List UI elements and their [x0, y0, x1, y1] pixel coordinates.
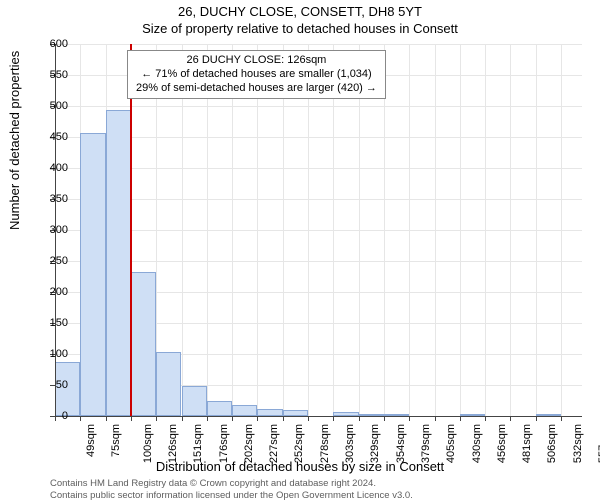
x-tick-label: 329sqm [369, 424, 381, 463]
grid-line-v [333, 44, 334, 416]
x-tick-label: 49sqm [85, 424, 97, 457]
grid-line-v [510, 44, 511, 416]
x-tick-label: 506sqm [547, 424, 559, 463]
chart-title-sub: Size of property relative to detached ho… [0, 19, 600, 36]
grid-line-h [55, 44, 582, 45]
x-tick-label: 278sqm [319, 424, 331, 463]
histogram-bar [207, 401, 232, 416]
plot-area: 26 DUCHY CLOSE: 126sqm← 71% of detached … [55, 44, 582, 416]
x-tick-mark [359, 416, 360, 421]
x-tick-label: 303sqm [344, 424, 356, 463]
x-tick-mark [207, 416, 208, 421]
grid-line-v [257, 44, 258, 416]
y-tick-label: 250 [50, 255, 68, 267]
histogram-bar [106, 110, 131, 416]
grid-line-v [460, 44, 461, 416]
y-tick-label: 0 [62, 410, 68, 422]
x-tick-mark [510, 416, 511, 421]
x-tick-label: 227sqm [268, 424, 280, 463]
grid-line-h [55, 106, 582, 107]
x-tick-label: 430sqm [471, 424, 483, 463]
y-tick-label: 350 [50, 193, 68, 205]
grid-line-v [283, 44, 284, 416]
histogram-bar [80, 133, 105, 416]
annotation-line: ← 71% of detached houses are smaller (1,… [136, 68, 377, 82]
annotation-line: 29% of semi-detached houses are larger (… [136, 82, 377, 96]
x-tick-label: 100sqm [142, 424, 154, 463]
highlight-line [130, 44, 132, 416]
grid-line-v [384, 44, 385, 416]
grid-line-v [536, 44, 537, 416]
y-tick-label: 600 [50, 38, 68, 50]
x-tick-label: 379sqm [420, 424, 432, 463]
x-tick-mark [182, 416, 183, 421]
x-tick-label: 252sqm [294, 424, 306, 463]
grid-line-v [359, 44, 360, 416]
histogram-bar [131, 272, 156, 416]
grid-line-v [308, 44, 309, 416]
x-tick-mark [333, 416, 334, 421]
grid-line-h [55, 137, 582, 138]
x-tick-mark [55, 416, 56, 421]
x-tick-mark [283, 416, 284, 421]
grid-line-v [182, 44, 183, 416]
x-tick-mark [232, 416, 233, 421]
x-tick-label: 456sqm [496, 424, 508, 463]
grid-line-v [485, 44, 486, 416]
grid-line-v [561, 44, 562, 416]
x-tick-mark [257, 416, 258, 421]
y-tick-label: 100 [50, 348, 68, 360]
x-tick-label: 532sqm [572, 424, 584, 463]
grid-line-v [409, 44, 410, 416]
grid-line-v [435, 44, 436, 416]
x-tick-mark [561, 416, 562, 421]
grid-line-h [55, 230, 582, 231]
annotation-box: 26 DUCHY CLOSE: 126sqm← 71% of detached … [127, 50, 386, 99]
property-size-histogram: 26, DUCHY CLOSE, CONSETT, DH8 5YT Size o… [0, 0, 600, 500]
x-tick-label: 176sqm [218, 424, 230, 463]
x-tick-label: 151sqm [192, 424, 204, 463]
y-tick-label: 50 [56, 379, 68, 391]
y-tick-label: 450 [50, 131, 68, 143]
y-tick-label: 200 [50, 286, 68, 298]
x-tick-mark [106, 416, 107, 421]
histogram-bar [156, 352, 181, 416]
y-tick-label: 150 [50, 317, 68, 329]
x-tick-mark [409, 416, 410, 421]
x-tick-mark [536, 416, 537, 421]
histogram-bar [182, 386, 207, 416]
y-axis-title: Number of detached properties [7, 51, 22, 230]
x-tick-label: 354sqm [395, 424, 407, 463]
x-tick-label: 481sqm [521, 424, 533, 463]
x-tick-label: 75sqm [110, 424, 122, 457]
histogram-bar [232, 405, 257, 416]
x-tick-label: 405sqm [445, 424, 457, 463]
x-tick-mark [460, 416, 461, 421]
grid-line-h [55, 261, 582, 262]
x-tick-label: 202sqm [243, 424, 255, 463]
y-tick-label: 500 [50, 100, 68, 112]
x-axis-line [55, 416, 582, 417]
x-tick-mark [308, 416, 309, 421]
x-tick-mark [485, 416, 486, 421]
x-tick-mark [131, 416, 132, 421]
x-tick-mark [435, 416, 436, 421]
grid-line-v [207, 44, 208, 416]
grid-line-h [55, 168, 582, 169]
annotation-line: 26 DUCHY CLOSE: 126sqm [136, 54, 377, 68]
grid-line-v [232, 44, 233, 416]
x-tick-mark [80, 416, 81, 421]
y-tick-label: 400 [50, 162, 68, 174]
x-tick-mark [156, 416, 157, 421]
grid-line-h [55, 199, 582, 200]
x-tick-label: 126sqm [167, 424, 179, 463]
y-tick-label: 550 [50, 69, 68, 81]
y-tick-label: 300 [50, 224, 68, 236]
attribution-line-2: Contains public sector information licen… [50, 490, 413, 501]
attribution-line-1: Contains HM Land Registry data © Crown c… [50, 478, 376, 489]
chart-title-main: 26, DUCHY CLOSE, CONSETT, DH8 5YT [0, 0, 600, 19]
x-tick-mark [384, 416, 385, 421]
